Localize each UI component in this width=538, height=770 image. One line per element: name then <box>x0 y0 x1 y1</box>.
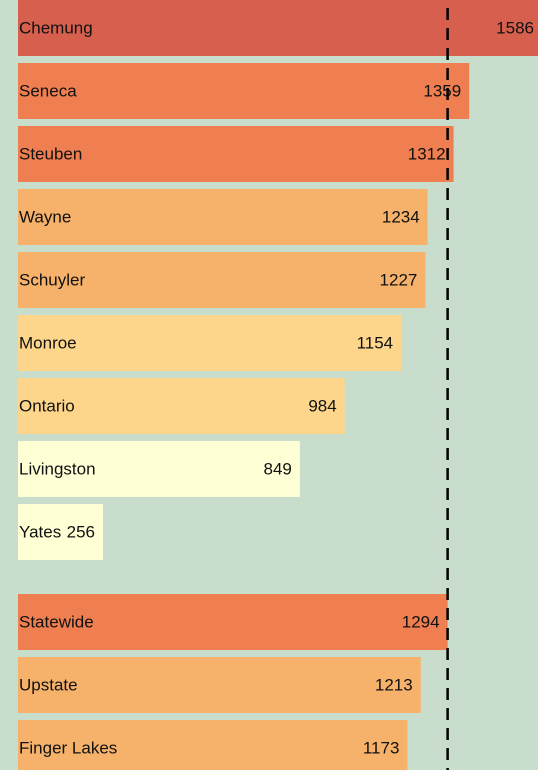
bar <box>18 441 300 497</box>
bar-label: Finger Lakes <box>19 738 117 757</box>
bar <box>18 252 426 308</box>
value-label: 1359 <box>423 81 461 100</box>
bar <box>18 594 448 650</box>
value-label: 1227 <box>380 270 418 289</box>
bar-label: Livingston <box>19 459 96 478</box>
bar-label: Monroe <box>19 333 77 352</box>
bar-label: Ontario <box>19 396 75 415</box>
value-label: 1586 <box>496 18 534 37</box>
bar-label: Wayne <box>19 207 71 226</box>
value-label: 1173 <box>363 738 400 757</box>
value-label: 1213 <box>375 675 413 694</box>
bar <box>18 126 454 182</box>
value-label: 984 <box>308 396 336 415</box>
bar <box>18 0 538 56</box>
bar <box>18 378 345 434</box>
value-label: 1154 <box>357 333 394 352</box>
value-label: 1234 <box>382 207 420 226</box>
bar <box>18 189 428 245</box>
bar-label: Seneca <box>19 81 77 100</box>
bar <box>18 720 408 770</box>
bar-label: Upstate <box>19 675 78 694</box>
bar-label: Statewide <box>19 612 94 631</box>
bar-label: Schuyler <box>19 270 85 289</box>
bar <box>18 63 470 119</box>
value-label: 849 <box>263 459 291 478</box>
bar-label: Yates <box>19 522 61 541</box>
bar-label: Steuben <box>19 144 82 163</box>
value-label: 256 <box>67 522 95 541</box>
value-label: 1312 <box>408 144 446 163</box>
bar <box>18 657 421 713</box>
bar <box>18 315 402 371</box>
bar <box>18 504 103 560</box>
value-label: 1294 <box>402 612 440 631</box>
bar-label: Chemung <box>19 18 93 37</box>
